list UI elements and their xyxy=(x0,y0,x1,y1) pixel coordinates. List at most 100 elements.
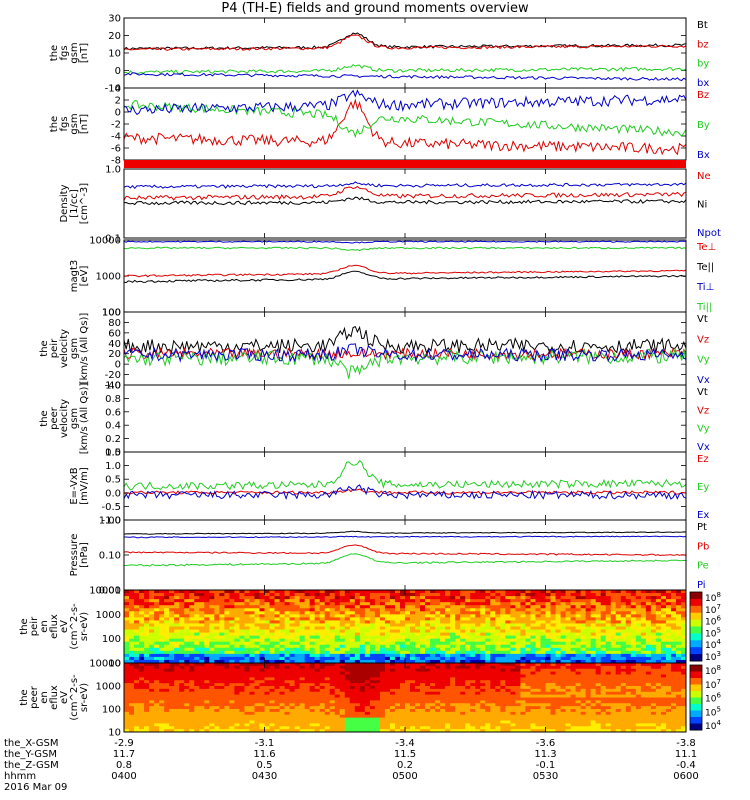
y-axis-label-line: (cm^2-s- xyxy=(69,674,80,721)
y-tick-label: -20 xyxy=(105,370,121,381)
spectrogram-cell xyxy=(254,641,260,646)
spectrogram-cell xyxy=(239,709,245,713)
spectrogram-cell xyxy=(430,632,436,637)
spectrogram-cell xyxy=(425,590,431,594)
spectrogram-cell xyxy=(249,709,255,713)
spectrogram-cell xyxy=(505,653,511,658)
spectrogram-cell xyxy=(204,668,210,673)
spectrogram-cell xyxy=(224,686,230,690)
spectrogram-cell xyxy=(505,638,511,643)
spectrogram-cell xyxy=(585,620,592,624)
spectrogram-cell xyxy=(379,677,386,681)
spectrogram-cell xyxy=(314,668,321,673)
y-axis-label: the peer en eflux eV (cm^2-s-sr-eV) xyxy=(19,674,90,721)
spectrogram-cell xyxy=(229,593,235,597)
spectrogram-cell xyxy=(450,686,456,690)
spectrogram-cell xyxy=(134,653,140,658)
legend-label: Pi xyxy=(697,580,706,591)
panel-5: the peir velocity gsm [km/s (All Qs)] 1008060… xyxy=(39,308,710,392)
spectrogram-cell xyxy=(415,638,421,643)
spectrogram-cell xyxy=(139,688,145,693)
spectrogram-cell xyxy=(540,599,546,603)
spectrogram-cell xyxy=(635,632,642,637)
spectrogram-cell xyxy=(304,726,311,730)
spectrogram-cell xyxy=(294,723,301,727)
spectrogram-cell xyxy=(415,614,421,618)
spectrogram-cell xyxy=(615,629,622,633)
spectrogram-cell xyxy=(505,599,511,603)
spectrogram-cell xyxy=(470,706,476,710)
spectrogram-cell xyxy=(465,629,471,633)
spectrogram-cell xyxy=(269,647,275,652)
spectrogram-cell xyxy=(134,602,140,606)
spectrogram-cell xyxy=(244,688,250,693)
spectrogram-cell xyxy=(374,665,381,670)
spectrogram-cell xyxy=(595,650,602,655)
spectrogram-cell xyxy=(254,723,260,727)
spectrogram-cell xyxy=(640,623,647,627)
spectrogram-cell xyxy=(324,623,331,627)
spectrogram-cell xyxy=(174,697,180,701)
spectrogram-cell xyxy=(339,697,346,701)
spectrogram-cell xyxy=(450,593,456,597)
spectrogram-cell xyxy=(149,590,155,594)
spectrogram-cell xyxy=(645,653,652,658)
spectrogram-cell xyxy=(159,605,165,609)
spectrogram-cell xyxy=(490,717,496,721)
spectrogram-cell xyxy=(384,729,391,733)
spectrogram-cell xyxy=(470,691,476,696)
spectrogram-cell xyxy=(389,677,396,681)
spectrogram-cell xyxy=(500,590,506,594)
spectrogram-cell xyxy=(680,590,687,594)
spectrogram-cell xyxy=(630,590,637,594)
spectrogram-cell xyxy=(660,599,667,603)
spectrogram-cell xyxy=(304,729,311,733)
spectrogram-cell xyxy=(124,590,130,594)
spectrogram-cell xyxy=(425,653,431,658)
spectrogram-cell xyxy=(324,650,331,655)
spectrogram-cell xyxy=(304,694,311,698)
spectrogram-cell xyxy=(530,626,536,630)
spectrogram-cell xyxy=(399,614,406,618)
spectrogram-cell xyxy=(224,683,230,687)
spectrogram-cell xyxy=(134,614,140,618)
spectrogram-cell xyxy=(374,641,381,646)
spectrogram-cell xyxy=(364,709,371,713)
spectrogram-cell xyxy=(480,703,486,707)
spectrogram-cell xyxy=(259,729,265,733)
spectrogram-cell xyxy=(369,720,376,724)
spectrogram-cell xyxy=(134,638,140,643)
spectrogram-cell xyxy=(384,590,391,594)
spectrogram-cell xyxy=(149,700,155,704)
y-axis-label-line: [nT] xyxy=(79,43,90,63)
spectrogram-cell xyxy=(299,711,306,716)
spectrogram-cell xyxy=(179,596,185,600)
spectrogram-cell xyxy=(520,644,526,649)
spectrogram-cell xyxy=(590,650,597,655)
spectrogram-cell xyxy=(510,668,516,673)
spectrogram-cell xyxy=(410,709,416,713)
spectrogram-cell xyxy=(520,683,526,687)
spectrogram-cell xyxy=(204,723,210,727)
spectrogram-cell xyxy=(515,726,521,730)
spectrogram-cell xyxy=(575,620,582,624)
spectrogram-cell xyxy=(515,632,521,637)
spectrogram-cell xyxy=(460,602,466,606)
spectrogram-cell xyxy=(149,663,155,667)
spectrogram-cell xyxy=(344,694,351,698)
legend-label: Vz xyxy=(697,334,709,345)
spectrogram-cell xyxy=(374,659,381,664)
spectrogram-cell xyxy=(309,674,316,678)
spectrogram-cell xyxy=(304,663,311,667)
spectrogram-cell xyxy=(334,617,341,621)
spectrogram-cell xyxy=(660,626,667,630)
spectrogram-cell xyxy=(384,665,391,670)
spectrogram-cell xyxy=(164,720,170,724)
spectrogram-cell xyxy=(349,671,356,675)
spectrogram-cell xyxy=(455,605,461,609)
spectrogram-cell xyxy=(615,614,622,618)
spectrogram-cell xyxy=(244,706,250,710)
spectrogram-cell xyxy=(550,644,556,649)
spectrogram-cell xyxy=(575,623,582,627)
spectrogram-cell xyxy=(384,623,391,627)
